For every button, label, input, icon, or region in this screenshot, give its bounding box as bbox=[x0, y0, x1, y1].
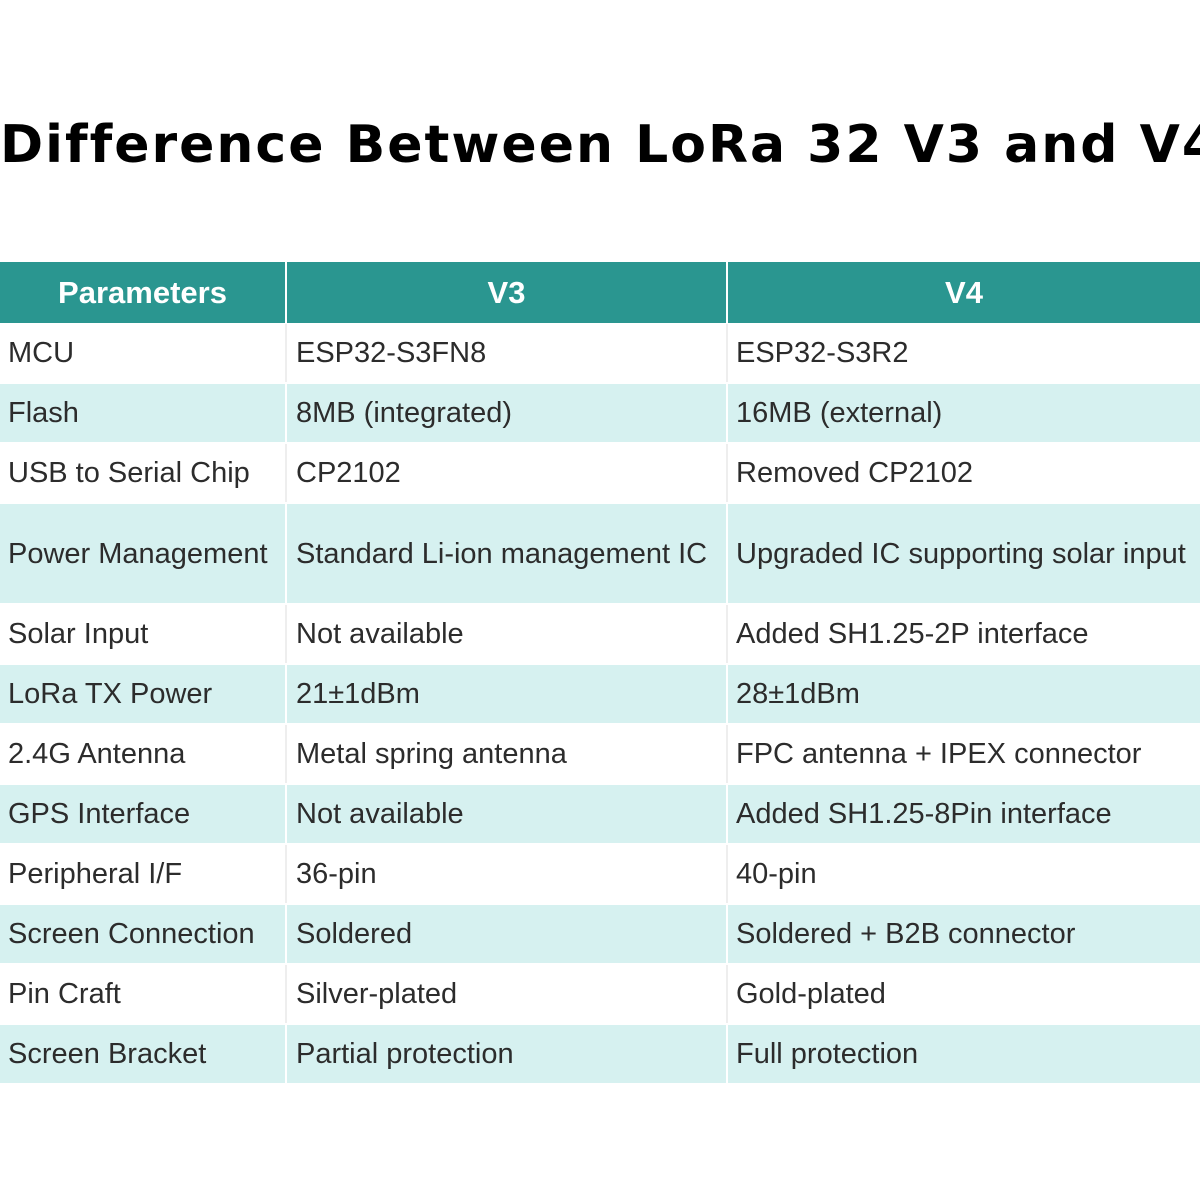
param-cell: Solar Input bbox=[0, 604, 287, 665]
param-cell: Screen Bracket bbox=[0, 1024, 287, 1085]
v3-cell: ESP32-S3FN8 bbox=[286, 323, 728, 384]
comparison-table: Parameters V3 V4 MCU ESP32-S3FN8 ESP32-S… bbox=[0, 262, 1200, 1085]
v3-cell: Standard Li-ion management IC bbox=[286, 503, 728, 605]
v3-cell: 8MB (integrated) bbox=[286, 383, 728, 444]
table-row: Pin Craft Silver-plated Gold-plated bbox=[0, 964, 1200, 1025]
v4-cell: 40-pin bbox=[727, 844, 1200, 905]
param-cell: MCU bbox=[0, 323, 287, 384]
table-row: Solar Input Not available Added SH1.25-2… bbox=[0, 604, 1200, 665]
v4-cell: Full protection bbox=[727, 1024, 1200, 1085]
v4-cell: FPC antenna + IPEX connector bbox=[727, 724, 1200, 785]
page-title: Difference Between LoRa 32 V3 and V4 bbox=[0, 115, 1200, 175]
header-v3: V3 bbox=[286, 262, 728, 324]
table-header-row: Parameters V3 V4 bbox=[0, 262, 1200, 324]
header-parameters: Parameters bbox=[0, 262, 287, 324]
table-row: GPS Interface Not available Added SH1.25… bbox=[0, 784, 1200, 845]
table-row: MCU ESP32-S3FN8 ESP32-S3R2 bbox=[0, 323, 1200, 384]
table-row: Screen Bracket Partial protection Full p… bbox=[0, 1024, 1200, 1085]
v4-cell: 16MB (external) bbox=[727, 383, 1200, 444]
v3-cell: Not available bbox=[286, 784, 728, 845]
v3-cell: 21±1dBm bbox=[286, 664, 728, 725]
v4-cell: Upgraded IC supporting solar input bbox=[727, 503, 1200, 605]
v3-cell: CP2102 bbox=[286, 443, 728, 504]
param-cell: Pin Craft bbox=[0, 964, 287, 1025]
v4-cell: Added SH1.25-8Pin interface bbox=[727, 784, 1200, 845]
table-row: Flash 8MB (integrated) 16MB (external) bbox=[0, 383, 1200, 444]
v3-cell: Metal spring antenna bbox=[286, 724, 728, 785]
v3-cell: Soldered bbox=[286, 904, 728, 965]
v4-cell: Added SH1.25-2P interface bbox=[727, 604, 1200, 665]
table-row: Peripheral I/F 36-pin 40-pin bbox=[0, 844, 1200, 905]
param-cell: 2.4G Antenna bbox=[0, 724, 287, 785]
table-row: LoRa TX Power 21±1dBm 28±1dBm bbox=[0, 664, 1200, 725]
param-cell: Flash bbox=[0, 383, 287, 444]
param-cell: GPS Interface bbox=[0, 784, 287, 845]
param-cell: Power Management bbox=[0, 503, 287, 605]
v4-cell: Removed CP2102 bbox=[727, 443, 1200, 504]
header-v4: V4 bbox=[727, 262, 1200, 324]
table-row: 2.4G Antenna Metal spring antenna FPC an… bbox=[0, 724, 1200, 785]
v4-cell: ESP32-S3R2 bbox=[727, 323, 1200, 384]
param-cell: Screen Connection bbox=[0, 904, 287, 965]
param-cell: LoRa TX Power bbox=[0, 664, 287, 725]
v4-cell: Soldered + B2B connector bbox=[727, 904, 1200, 965]
param-cell: Peripheral I/F bbox=[0, 844, 287, 905]
table-row: USB to Serial Chip CP2102 Removed CP2102 bbox=[0, 443, 1200, 504]
table-row: Screen Connection Soldered Soldered + B2… bbox=[0, 904, 1200, 965]
v4-cell: Gold-plated bbox=[727, 964, 1200, 1025]
v3-cell: Not available bbox=[286, 604, 728, 665]
v4-cell: 28±1dBm bbox=[727, 664, 1200, 725]
param-cell: USB to Serial Chip bbox=[0, 443, 287, 504]
v3-cell: 36-pin bbox=[286, 844, 728, 905]
v3-cell: Silver-plated bbox=[286, 964, 728, 1025]
table-row: Power Management Standard Li-ion managem… bbox=[0, 503, 1200, 605]
v3-cell: Partial protection bbox=[286, 1024, 728, 1085]
